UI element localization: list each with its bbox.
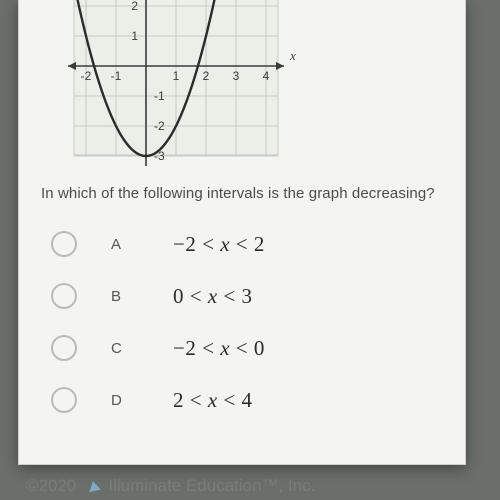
svg-text:-1: -1 xyxy=(111,69,122,83)
brand-mark-icon xyxy=(87,480,101,492)
choice-letter: B xyxy=(111,288,143,305)
graph-panel: -2-1123412-1-2-3x xyxy=(61,0,301,160)
question-text: In which of the following intervals is t… xyxy=(41,185,443,202)
choice-expression: −2 < x < 0 xyxy=(143,336,265,361)
choice-expression: 2 < x < 4 xyxy=(143,388,253,413)
radio-d[interactable] xyxy=(51,387,77,413)
svg-text:4: 4 xyxy=(263,69,270,83)
radio-c[interactable] xyxy=(51,335,77,361)
svg-text:2: 2 xyxy=(131,0,138,13)
choice-letter: D xyxy=(111,392,143,409)
question-card: -2-1123412-1-2-3x In which of the follow… xyxy=(18,0,466,465)
choice-expression: 0 < x < 3 xyxy=(143,284,253,309)
footer-brand: Illuminate Education™, Inc. xyxy=(108,476,315,496)
choice-a: A −2 < x < 2 xyxy=(51,218,431,270)
choice-b: B 0 < x < 3 xyxy=(51,270,431,322)
radio-a[interactable] xyxy=(51,231,77,257)
choice-c: C −2 < x < 0 xyxy=(51,322,431,374)
footer-year: ©2020 xyxy=(26,476,76,496)
parabola-graph: -2-1123412-1-2-3x xyxy=(61,0,301,170)
choice-expression: −2 < x < 2 xyxy=(143,232,265,257)
choice-letter: A xyxy=(111,236,143,253)
svg-text:1: 1 xyxy=(173,69,180,83)
svg-text:-1: -1 xyxy=(154,89,165,103)
svg-text:x: x xyxy=(289,48,296,63)
svg-text:1: 1 xyxy=(131,29,138,43)
answer-choices: A −2 < x < 2 B 0 < x < 3 C −2 xyxy=(51,218,431,426)
svg-text:3: 3 xyxy=(233,69,240,83)
svg-text:-2: -2 xyxy=(154,119,165,133)
svg-text:2: 2 xyxy=(203,69,210,83)
copyright-footer: ©2020 Illuminate Education™, Inc. xyxy=(26,476,315,496)
choice-d: D 2 < x < 4 xyxy=(51,374,431,426)
radio-b[interactable] xyxy=(51,283,77,309)
choice-letter: C xyxy=(111,340,143,357)
svg-text:-2: -2 xyxy=(81,69,92,83)
